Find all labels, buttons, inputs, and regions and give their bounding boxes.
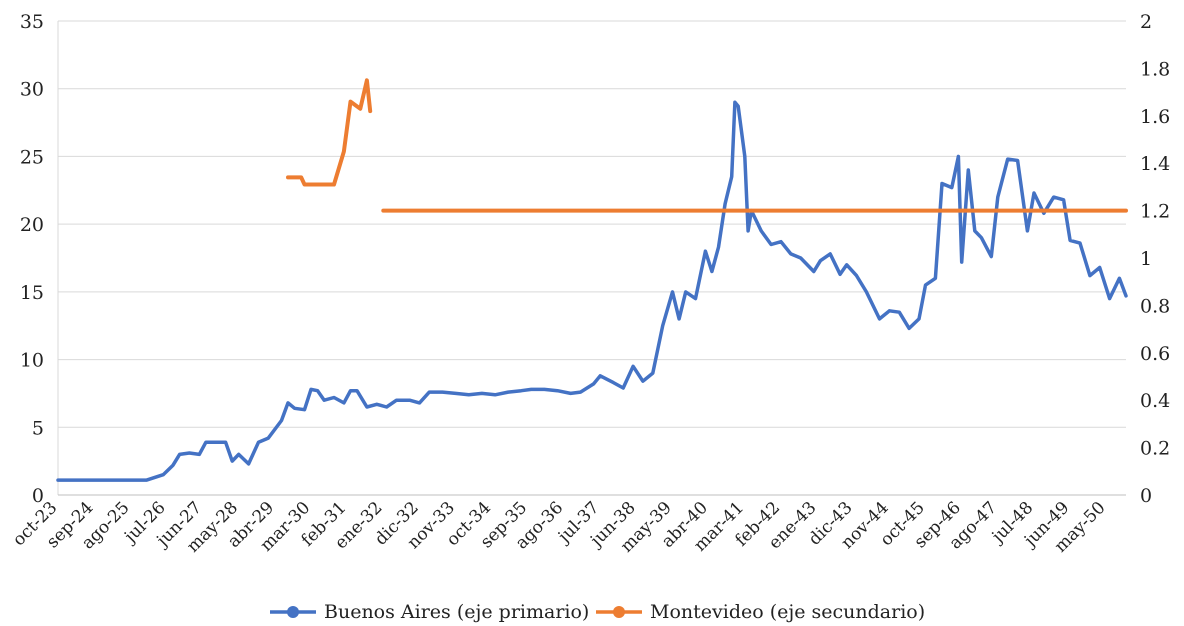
y2-tick-label: 1 xyxy=(1140,248,1152,270)
y2-tick-label: 2 xyxy=(1140,11,1152,33)
plot-area xyxy=(56,78,1128,482)
y-tick-label: 5 xyxy=(32,417,44,439)
y2-tick-label: 0.4 xyxy=(1140,390,1170,412)
legend-item-montevideo[interactable]: Montevideo (eje secundario) xyxy=(596,601,925,623)
primary-y-axis: 0 5 10 15 20 25 30 35 xyxy=(20,11,59,507)
y2-tick-label: 1.4 xyxy=(1140,153,1170,175)
gridlines xyxy=(58,20,1126,496)
legend-item-buenos-aires[interactable]: Buenos Aires (eje primario) xyxy=(270,601,589,623)
legend-marker-buenos-aires xyxy=(287,606,299,618)
series-line-montevideo-segment-1 xyxy=(286,78,373,187)
legend-label-montevideo: Montevideo (eje secundario) xyxy=(650,601,925,623)
y-tick-label: 30 xyxy=(20,79,44,101)
y-tick-label: 20 xyxy=(20,214,44,236)
secondary-y-axis: 0 0.2 0.4 0.6 0.8 1 1.2 1.4 1.6 1.8 2 xyxy=(1140,11,1170,507)
y2-tick-label: 0 xyxy=(1140,485,1152,507)
legend-label-buenos-aires: Buenos Aires (eje primario) xyxy=(324,601,589,623)
y2-tick-label: 0.6 xyxy=(1140,343,1170,365)
series-line-buenos-aires xyxy=(56,100,1128,482)
y-tick-label: 25 xyxy=(20,146,44,168)
legend-marker-montevideo xyxy=(613,606,625,618)
y2-tick-label: 1.6 xyxy=(1140,106,1170,128)
y-tick-label: 0 xyxy=(32,485,44,507)
y-tick-label: 10 xyxy=(20,350,44,372)
y2-tick-label: 1.2 xyxy=(1140,201,1170,223)
legend: Buenos Aires (eje primario) Montevideo (… xyxy=(270,601,925,623)
x-axis: oct-23sep-24ago-25jul-26jun-27may-28abr-… xyxy=(9,494,1126,557)
y2-tick-label: 1.8 xyxy=(1140,58,1170,80)
y-tick-label: 35 xyxy=(20,11,44,33)
y-tick-label: 15 xyxy=(20,282,44,304)
y2-tick-label: 0.8 xyxy=(1140,295,1170,317)
y2-tick-label: 0.2 xyxy=(1140,438,1170,460)
